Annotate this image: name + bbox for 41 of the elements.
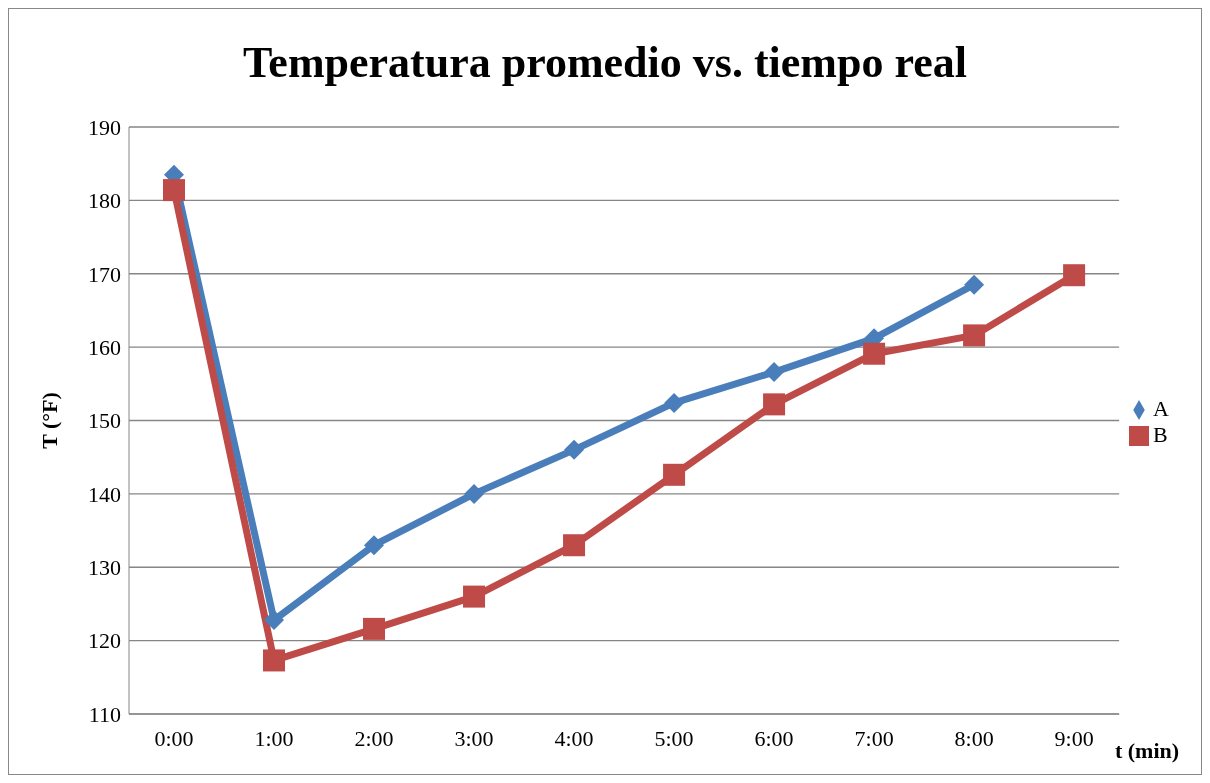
y-tick-label: 130 [88, 555, 121, 581]
y-tick-label: 110 [88, 701, 121, 727]
x-tick-label: 7:00 [854, 725, 894, 751]
x-tick-label: 2:00 [354, 725, 394, 751]
point [563, 534, 586, 557]
point [464, 483, 485, 504]
point [564, 439, 585, 460]
y-tick-label: 160 [88, 334, 121, 360]
point [663, 463, 686, 486]
x-tick-label: 1:00 [254, 725, 294, 751]
chart-title: Temperatura promedio vs. tiempo real [242, 37, 968, 88]
y-tick-label: 190 [88, 114, 121, 140]
x-axis-title: t (min) [1114, 738, 1180, 763]
x-tick-label: 3:00 [454, 725, 494, 751]
point [463, 585, 486, 608]
y-axis-title: T (°F) [36, 392, 62, 449]
point [163, 179, 185, 202]
point [763, 393, 786, 416]
x-tick-label: 8:00 [954, 725, 994, 751]
point [363, 617, 386, 640]
point [263, 649, 286, 672]
point [964, 274, 985, 295]
x-tick-label: 9:00 [1054, 725, 1094, 751]
x-tick-label: 6:00 [754, 725, 794, 751]
y-tick-label: 150 [88, 408, 121, 434]
x-tick-label: 4:00 [554, 725, 594, 751]
legend-label: B [1153, 421, 1168, 447]
point [264, 610, 285, 631]
point [1063, 264, 1086, 287]
x-tick-label: 0:00 [154, 725, 194, 751]
point [764, 362, 785, 383]
y-tick-label: 120 [88, 628, 121, 654]
legend-label: A [1153, 395, 1169, 421]
point [863, 342, 886, 365]
point [664, 392, 685, 413]
x-tick-label: 5:00 [654, 725, 694, 751]
y-tick-label: 170 [88, 261, 121, 287]
point [963, 324, 986, 347]
point [364, 535, 385, 556]
y-tick-label: 180 [88, 188, 121, 214]
y-tick-label: 140 [88, 481, 121, 507]
